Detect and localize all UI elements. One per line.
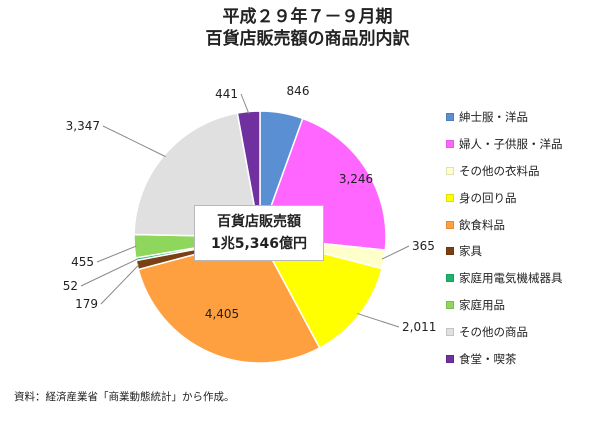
leader-line <box>381 245 410 260</box>
legend-item: 家庭用品 <box>446 292 611 319</box>
legend-item: 身の回り品 <box>446 184 611 211</box>
legend-label: 家庭用品 <box>459 297 505 312</box>
slice-value-label: 846 <box>287 84 310 98</box>
legend-item: 食堂・喫茶 <box>446 345 611 372</box>
total-label-box: 百貨店販売額 1兆5,346億円 <box>194 205 324 261</box>
legend-swatch <box>446 140 454 149</box>
chart-title: 平成２９年７－９月期 百貨店販売額の商品別内訳 <box>0 6 615 50</box>
legend-item: 紳士服・洋品 <box>446 104 611 131</box>
legend-swatch <box>446 193 454 202</box>
chart-title-line1: 平成２９年７－９月期 <box>222 7 393 27</box>
legend-label: 飲食料品 <box>459 217 505 232</box>
legend-label: その他の衣料品 <box>459 163 540 178</box>
legend-label: 紳士服・洋品 <box>459 110 528 125</box>
legend-item: 家庭用電気機械器具 <box>446 265 611 292</box>
slice-value-label: 3,347 <box>66 119 100 133</box>
slice-value-label: 52 <box>63 279 78 293</box>
pie-slice <box>137 236 321 364</box>
total-label-value: 1兆5,346億円 <box>210 236 308 252</box>
legend-item: 飲食料品 <box>446 211 611 238</box>
legend: 紳士服・洋品婦人・子供服・洋品 その他の衣料品 身の回り品飲食料品家具家庭用電気機械… <box>446 104 611 372</box>
leader-line <box>100 264 140 305</box>
legend-swatch <box>446 327 454 336</box>
slice-value-label: 4,405 <box>205 307 239 321</box>
slice-value-label: 179 <box>75 297 98 311</box>
legend-item: その他の商品 <box>446 318 611 345</box>
leader-line <box>240 93 250 114</box>
slice-value-label: 455 <box>71 255 94 269</box>
source-note: 資料：経済産業省「商業動態統計」から作成。 <box>14 391 235 403</box>
leader-line <box>102 125 166 158</box>
legend-swatch <box>446 354 454 363</box>
legend-label: 家具 <box>459 244 482 259</box>
legend-item: その他の衣料品 <box>446 158 611 185</box>
slice-value-label: 365 <box>412 239 435 253</box>
legend-swatch <box>446 166 454 175</box>
legend-swatch <box>446 247 454 256</box>
legend-label: 身の回り品 <box>459 190 517 205</box>
leader-line <box>80 258 139 287</box>
legend-label: 食堂・喫茶 <box>459 351 517 366</box>
legend-swatch <box>446 220 454 229</box>
legend-swatch <box>446 274 454 283</box>
pie-slice <box>258 235 383 349</box>
total-label-title: 百貨店販売額 <box>217 214 301 230</box>
legend-label: その他の商品 <box>459 324 528 339</box>
legend-item: 婦人・子供服・洋品 <box>446 131 611 158</box>
legend-label: 婦人・子供服・洋品 <box>459 137 563 152</box>
chart-title-line2: 百貨店販売額の商品別内訳 <box>205 29 410 49</box>
pie-slices <box>133 110 387 364</box>
leader-lines <box>80 93 410 328</box>
slice-value-label: 3,246 <box>339 172 373 186</box>
legend-swatch <box>446 300 454 309</box>
slice-value-label: 2,011 <box>402 320 436 334</box>
value-labels: 846 3,246 365 2,011 4,405 179 52 455 3,347 441 <box>63 84 437 334</box>
legend-swatch <box>446 113 454 122</box>
legend-label: 家庭用電気機械器具 <box>459 271 563 286</box>
legend-item: 家具 <box>446 238 611 265</box>
leader-line <box>357 313 400 328</box>
leader-line <box>96 245 137 263</box>
slice-value-label: 441 <box>215 87 238 101</box>
